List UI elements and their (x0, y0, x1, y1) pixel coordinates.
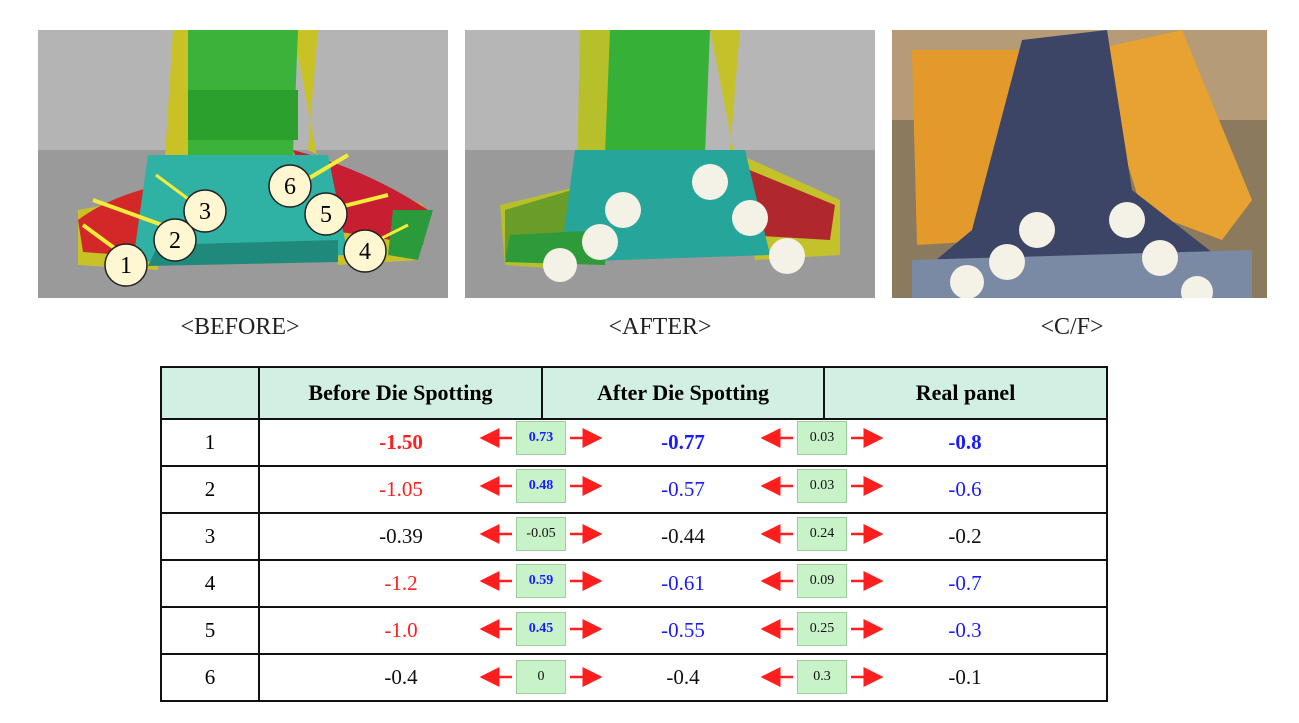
real-value: -0.7 (824, 559, 1108, 608)
header-after-die-spotting: After Die Spotting (541, 366, 825, 420)
header-number (160, 366, 260, 420)
before-value: -1.50 (258, 418, 542, 467)
delta-after-real: 0.09 (797, 564, 847, 598)
after-value: -0.4 (542, 653, 824, 702)
before-value: -1.0 (258, 606, 542, 655)
table-header-row: Before Die Spotting After Die Spotting R… (160, 366, 1108, 420)
table-row: 3 -0.39 -0.44 -0.2 (160, 512, 1108, 561)
delta-after-real: 0.25 (797, 612, 847, 646)
svg-text:6: 6 (284, 174, 296, 200)
die-spotting-table: Before Die Spotting After Die Spotting R… (160, 366, 1108, 702)
table-row: 4 -1.2 -0.61 -0.7 (160, 559, 1108, 608)
before-simulation-image: 1 2 3 4 5 6 (38, 30, 448, 298)
delta-after-real: 0.3 (797, 660, 847, 694)
point-marker-5: 5 (304, 192, 348, 236)
after-simulation-image (465, 30, 875, 298)
svg-text:1: 1 (120, 253, 132, 279)
row-number: 4 (160, 559, 260, 608)
row-number: 5 (160, 606, 260, 655)
real-value: -0.8 (824, 418, 1108, 467)
delta-before-after: 0.59 (516, 564, 566, 598)
real-value: -0.3 (824, 606, 1108, 655)
delta-before-after: 0 (516, 660, 566, 694)
before-value: -0.4 (258, 653, 542, 702)
delta-before-after: -0.05 (516, 517, 566, 551)
row-number: 3 (160, 512, 260, 561)
svg-text:2: 2 (169, 228, 181, 254)
before-value: -1.2 (258, 559, 542, 608)
svg-text:4: 4 (359, 239, 371, 265)
header-before-die-spotting: Before Die Spotting (258, 366, 543, 420)
after-value: -0.44 (542, 512, 824, 561)
row-number: 1 (160, 418, 260, 467)
delta-before-after: 0.48 (516, 469, 566, 503)
real-value: -0.2 (824, 512, 1108, 561)
point-marker-1: 1 (104, 243, 148, 287)
table-row: 1 -1.50 -0.77 -0.8 (160, 418, 1108, 467)
caption-after: <AFTER> (608, 314, 712, 340)
after-value: -0.77 (542, 418, 824, 467)
point-marker-6: 6 (268, 164, 312, 208)
svg-text:3: 3 (199, 199, 211, 225)
caption-before: <BEFORE> (180, 314, 300, 340)
table-row: 5 -1.0 -0.55 -0.3 (160, 606, 1108, 655)
table-row: 6 -0.4 -0.4 -0.1 (160, 653, 1108, 702)
real-value: -0.6 (824, 465, 1108, 514)
real-value: -0.1 (824, 653, 1108, 702)
after-value: -0.57 (542, 465, 824, 514)
delta-after-real: 0.03 (797, 421, 847, 455)
after-value: -0.61 (542, 559, 824, 608)
header-real-panel: Real panel (823, 366, 1108, 420)
table-row: 2 -1.05 -0.57 -0.6 (160, 465, 1108, 514)
row-number: 2 (160, 465, 260, 514)
delta-before-after: 0.73 (516, 421, 566, 455)
delta-after-real: 0.24 (797, 517, 847, 551)
delta-after-real: 0.03 (797, 469, 847, 503)
point-marker-2: 2 (153, 218, 197, 262)
row-number: 6 (160, 653, 260, 702)
cf-real-panel-image (892, 30, 1267, 298)
svg-text:5: 5 (320, 202, 332, 228)
delta-before-after: 0.45 (516, 612, 566, 646)
before-value: -0.39 (258, 512, 542, 561)
caption-cf: <C/F> (1040, 314, 1104, 340)
point-marker-3: 3 (183, 189, 227, 233)
after-value: -0.55 (542, 606, 824, 655)
point-marker-4: 4 (343, 229, 387, 273)
before-value: -1.05 (258, 465, 542, 514)
